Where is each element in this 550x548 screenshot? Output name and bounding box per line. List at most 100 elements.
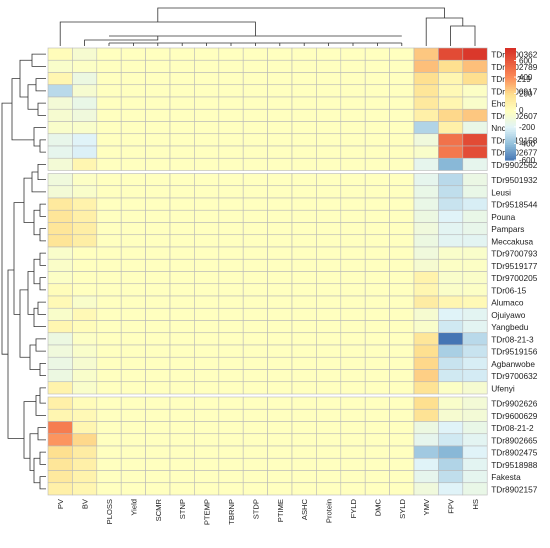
dendrogram-branch [23, 177, 34, 223]
heatmap-cell [47, 246, 73, 260]
heatmap-cell [145, 320, 171, 334]
heatmap-cell [267, 157, 293, 171]
dendrogram-branch [59, 21, 256, 46]
heatmap-cell [47, 108, 73, 122]
heatmap-cell [413, 332, 439, 346]
colorbar-segment [505, 68, 516, 71]
heatmap-cell [316, 482, 342, 496]
heatmap-cell [413, 283, 439, 297]
heatmap-cell [120, 445, 146, 459]
heatmap-cell [267, 381, 293, 395]
heatmap-cell [96, 457, 122, 471]
dendrogram-branch [35, 78, 46, 92]
heatmap-cell [413, 157, 439, 171]
dendrogram-branch [31, 53, 46, 67]
heatmap-cell [47, 96, 73, 110]
heatmap-cell [47, 320, 73, 334]
column-label: Protein [325, 499, 334, 523]
heatmap-cell [72, 332, 98, 346]
heatmap-cell [194, 185, 220, 199]
heatmap-cell [413, 96, 439, 110]
heatmap-cell [364, 369, 390, 383]
heatmap-cell [47, 396, 73, 410]
heatmap-cell [169, 307, 195, 321]
heatmap-cell [389, 295, 415, 309]
heatmap-cell [413, 356, 439, 370]
colorbar-tick-label: 400 [519, 73, 533, 82]
heatmap-cell [194, 408, 220, 422]
heatmap-cell [291, 84, 317, 98]
heatmap-cell [194, 133, 220, 147]
heatmap-cell [316, 396, 342, 410]
heatmap-cell [242, 433, 268, 447]
heatmap-cell [413, 121, 439, 135]
colorbar-tick-label: 200 [519, 90, 533, 99]
heatmap-cell [364, 59, 390, 73]
heatmap-cell [389, 47, 415, 61]
heatmap-cell [169, 356, 195, 370]
colorbar-segment [505, 102, 516, 105]
heatmap-cell [438, 344, 464, 358]
heatmap-cell [413, 59, 439, 73]
heatmap-cell [218, 121, 244, 135]
heatmap-cell [242, 421, 268, 435]
heatmap-cell [96, 209, 122, 223]
heatmap-cell [169, 108, 195, 122]
heatmap-cell [462, 84, 488, 98]
dendrogram-branch [39, 203, 46, 217]
heatmap-cell [438, 234, 464, 248]
colorbar-segment [505, 156, 516, 159]
heatmap-cell [145, 209, 171, 223]
heatmap-cell [242, 209, 268, 223]
heatmap-cell [218, 246, 244, 260]
heatmap-cell [242, 121, 268, 135]
colorbar-segment [505, 104, 516, 107]
heatmap-cell [364, 72, 390, 86]
heatmap-cell [267, 332, 293, 346]
dendrogram-branch [450, 25, 476, 46]
heatmap-cell [438, 197, 464, 211]
heatmap-cell [462, 320, 488, 334]
heatmap-cell [267, 84, 293, 98]
heatmap-cell [462, 445, 488, 459]
dendrogram-branch [33, 457, 40, 484]
row-label: TDr9700205 [491, 273, 538, 283]
heatmap-cell [291, 197, 317, 211]
heatmap-cell [316, 197, 342, 211]
heatmap-cell [47, 344, 73, 358]
column-label: PTIME [276, 499, 285, 522]
heatmap-cell [145, 356, 171, 370]
column-label: PTEMP [203, 499, 212, 525]
heatmap-cell [291, 482, 317, 496]
heatmap-cell [462, 381, 488, 395]
dendrogram-branch [27, 84, 38, 110]
heatmap-cell [72, 396, 98, 410]
heatmap-cell [340, 234, 366, 248]
heatmap-cell [291, 185, 317, 199]
colorbar-segment [505, 137, 516, 141]
heatmap-cell [413, 408, 439, 422]
heatmap-cell [96, 295, 122, 309]
heatmap-cell [47, 381, 73, 395]
heatmap-cell [438, 133, 464, 147]
row-label: TDr9700632 [491, 371, 538, 381]
heatmap-cell [145, 121, 171, 135]
colorbar-segment [505, 118, 516, 122]
heatmap-cell [96, 222, 122, 236]
heatmap-cell [96, 59, 122, 73]
heatmap-cell [291, 445, 317, 459]
colorbar-segment [505, 146, 516, 150]
heatmap-cell [218, 96, 244, 110]
heatmap-cell [364, 332, 390, 346]
heatmap-cell [438, 369, 464, 383]
heatmap-cell [267, 344, 293, 358]
column-label: FPV [447, 498, 456, 514]
heatmap-cell [438, 222, 464, 236]
heatmap-cell [364, 133, 390, 147]
heatmap-cell [462, 234, 488, 248]
heatmap-cell [96, 246, 122, 260]
heatmap-cell [462, 47, 488, 61]
heatmap-cell [96, 320, 122, 334]
heatmap-cell [120, 369, 146, 383]
heatmap-cell [413, 84, 439, 98]
